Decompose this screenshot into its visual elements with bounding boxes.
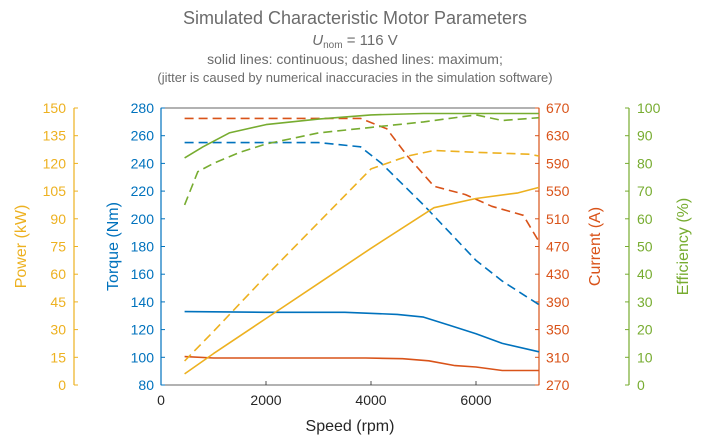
torque-dashed-line <box>184 141 540 306</box>
efficiency-tick-label: 90 <box>637 128 653 144</box>
power-tick-label: 45 <box>50 294 66 310</box>
x-tick-label: 0 <box>157 392 165 408</box>
torque-tick-label: 220 <box>131 183 155 199</box>
efficiency-tick-label: 0 <box>637 377 645 393</box>
power-tick-label: 150 <box>43 100 67 116</box>
torque-tick-label: 80 <box>138 377 154 393</box>
x-tick-label: 2000 <box>250 392 281 408</box>
torque-tick-label: 100 <box>131 349 155 365</box>
torque-tick-label: 260 <box>131 128 155 144</box>
efficiency-tick-label: 80 <box>637 155 653 171</box>
current-tick-label: 310 <box>546 349 570 365</box>
current-tick-label: 630 <box>546 128 570 144</box>
efficiency-tick-label: 20 <box>637 322 653 338</box>
power-tick-label: 30 <box>50 322 66 338</box>
efficiency-tick-label: 60 <box>637 211 653 227</box>
torque-tick-label: 120 <box>131 322 155 338</box>
power-solid-line <box>184 186 540 375</box>
current-tick-label: 470 <box>546 239 570 255</box>
efficiency-tick-label: 70 <box>637 183 653 199</box>
power-tick-label: 0 <box>58 377 66 393</box>
current-tick-label: 590 <box>546 155 570 171</box>
subtitle-value: = 116 V <box>343 32 398 49</box>
current-solid-line <box>184 355 539 372</box>
efficiency-tick-label: 50 <box>637 239 653 255</box>
efficiency-tick-label: 100 <box>637 100 661 116</box>
power-tick-label: 135 <box>43 128 67 144</box>
current-tick-label: 350 <box>546 322 570 338</box>
current-dashed-line <box>184 117 540 243</box>
torque-tick-label: 180 <box>131 239 155 255</box>
torque-solid-line <box>184 310 540 353</box>
current-tick-label: 550 <box>546 183 570 199</box>
current-tick-label: 430 <box>546 266 570 282</box>
current-axis: 270 310 350 390 430 470 510 550 590 630 670 Current… <box>535 100 604 393</box>
efficiency-tick-label: 40 <box>637 266 653 282</box>
current-tick-label: 670 <box>546 100 570 116</box>
efficiency-solid-line <box>184 112 539 159</box>
torque-tick-label: 200 <box>131 211 155 227</box>
power-tick-label: 120 <box>43 155 67 171</box>
efficiency-tick-label: 30 <box>637 294 653 310</box>
torque-tick-label: 160 <box>131 266 155 282</box>
current-tick-label: 270 <box>546 377 570 393</box>
chart-note-line2: (jitter is caused by numerical inaccurac… <box>157 70 552 85</box>
power-dashed-line <box>184 149 540 362</box>
chart-note-line1: solid lines: continuous; dashed lines: m… <box>207 51 503 67</box>
current-tick-label: 390 <box>546 294 570 310</box>
power-axis: 0 15 30 45 60 75 90 105 120 135 150 Power (kW) <box>13 100 78 393</box>
power-tick-label: 90 <box>50 211 66 227</box>
torque-axis-label: Torque (Nm) <box>105 202 122 291</box>
plot-area <box>160 107 540 386</box>
power-tick-label: 60 <box>50 266 66 282</box>
subtitle-subscript: nom <box>323 40 342 51</box>
chart-title: Simulated Characteristic Motor Parameter… <box>183 8 527 28</box>
torque-axis: 80 100 120 140 160 180 200 220 240 260 280 Torque (… <box>105 100 165 393</box>
efficiency-tick-label: 10 <box>637 349 653 365</box>
efficiency-dashed-line <box>183 114 540 206</box>
power-axis-label: Power (kW) <box>13 205 30 289</box>
x-tick-label: 6000 <box>460 392 491 408</box>
x-tick-label: 4000 <box>355 392 386 408</box>
current-tick-label: 510 <box>546 211 570 227</box>
power-tick-label: 105 <box>43 183 67 199</box>
power-tick-label: 75 <box>50 239 66 255</box>
current-axis-label: Current (A) <box>587 207 604 286</box>
chart-subtitle: Unom = 116 V <box>312 32 397 51</box>
power-tick-label: 15 <box>50 349 66 365</box>
efficiency-axis: 0 10 20 30 40 50 60 70 80 90 100 Efficiency (%) <box>625 100 692 393</box>
subtitle-symbol: U <box>312 32 323 49</box>
efficiency-axis-label: Efficiency (%) <box>675 198 692 296</box>
torque-tick-label: 140 <box>131 294 155 310</box>
x-axis-label: Speed (rpm) <box>306 418 395 435</box>
torque-tick-label: 240 <box>131 155 155 171</box>
torque-tick-label: 280 <box>131 100 155 116</box>
